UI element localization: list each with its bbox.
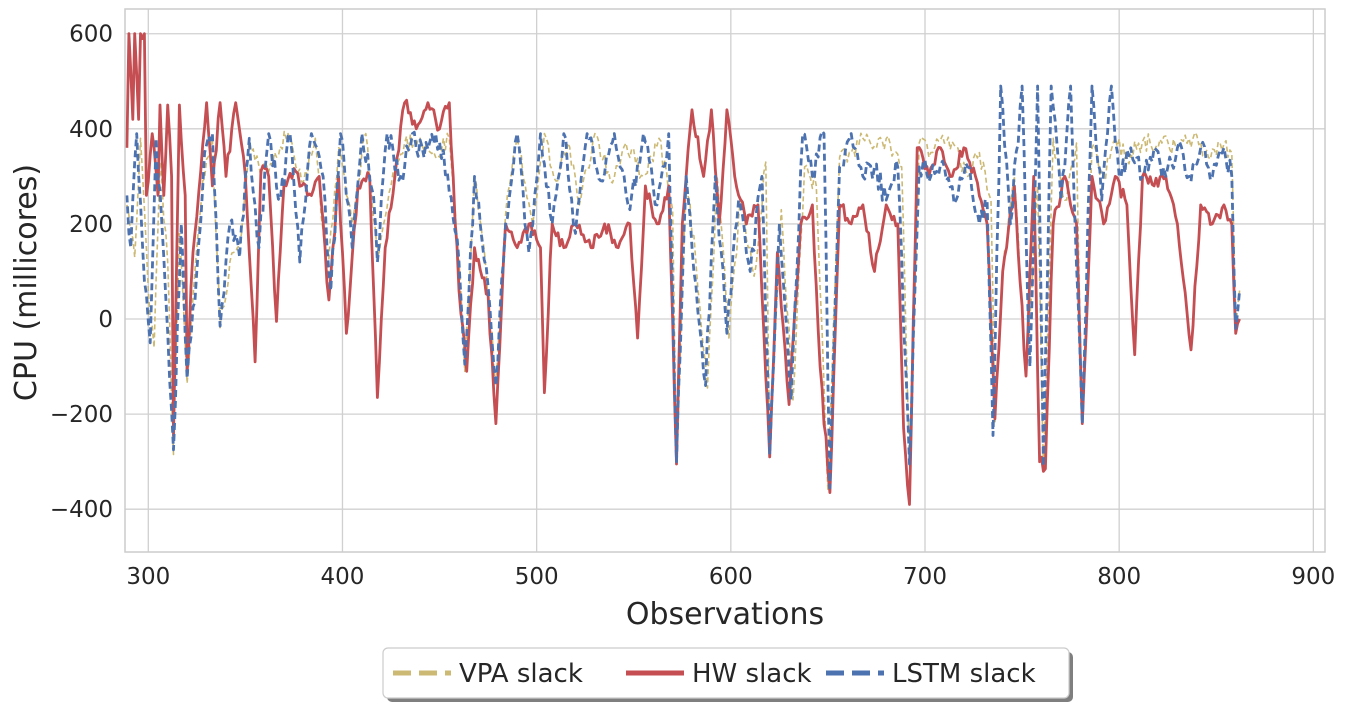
y-tick-label: 600: [69, 22, 113, 48]
grid-lines: [125, 9, 1325, 552]
x-tick-label: 800: [1097, 564, 1141, 590]
x-tick-label: 400: [321, 564, 365, 590]
x-axis-ticks: 300 400 500 600 700 800 900: [126, 564, 1335, 590]
x-tick-label: 700: [903, 564, 947, 590]
series-line-2: [125, 32, 1241, 506]
plot-frame: [124, 8, 1326, 553]
x-tick-label: 300: [126, 564, 170, 590]
legend: VPA slack HW slack LSTM slack: [382, 647, 1073, 702]
legend-label-2: HW slack: [692, 659, 812, 689]
legend-box: [382, 647, 1070, 699]
y-tick-label: 200: [69, 212, 113, 238]
legend-items: VPA slack HW slack LSTM slack: [393, 659, 1036, 689]
y-axis-label: CPU (millicores): [9, 164, 44, 401]
plot-area: [125, 32, 1241, 506]
x-tick-label: 500: [515, 564, 559, 590]
y-tick-label: 400: [69, 117, 113, 143]
y-tick-label: −200: [50, 402, 113, 428]
y-tick-label: −400: [50, 497, 113, 523]
y-tick-label: 0: [98, 307, 113, 333]
legend-label-1: VPA slack: [459, 659, 583, 689]
y-axis-ticks: −400 −200 0 200 400 600: [50, 22, 113, 523]
legend-label-3: LSTM slack: [892, 659, 1036, 689]
series-line-3: [125, 84, 1241, 490]
x-axis-label: Observations: [626, 597, 824, 632]
x-tick-label: 900: [1291, 564, 1335, 590]
x-tick-label: 600: [709, 564, 753, 590]
